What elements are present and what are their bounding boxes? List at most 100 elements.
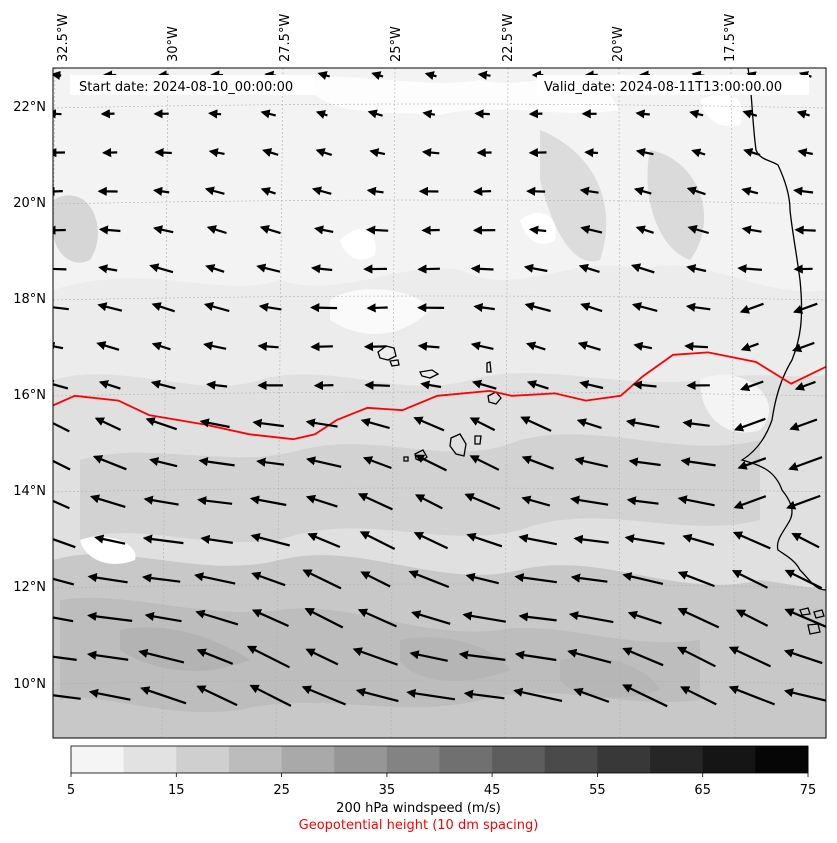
wind-arrow <box>520 416 552 432</box>
wind-arrow <box>257 341 279 352</box>
start-date-label: Start date: 2024-08-10_00:00:00 <box>79 80 293 95</box>
start-date-box <box>70 75 315 95</box>
cape-verde-sao-vicente <box>389 359 400 367</box>
wind-arrow <box>783 648 823 665</box>
wind-arrow <box>252 418 284 428</box>
wind-arrow <box>53 694 81 700</box>
colorbar-cell <box>755 746 809 773</box>
wind-arrow <box>473 302 495 313</box>
wind-arrow <box>462 611 506 623</box>
wind-arrow <box>203 341 227 351</box>
wind-arrow <box>677 495 715 507</box>
wind-arrow <box>149 263 174 274</box>
wind-arrow <box>138 648 185 664</box>
wind-arrow <box>635 109 650 119</box>
wind-arrow <box>196 648 234 665</box>
wind-arrow <box>371 71 384 81</box>
wind-arrow <box>682 533 715 546</box>
cape-verde-sao-nicolau <box>419 369 440 379</box>
wind-arrow <box>524 302 551 313</box>
latitude-labels: 22°N 20°N 18°N 16°N 14°N 12°N 10°N <box>13 100 46 692</box>
wind-arrow <box>633 341 653 351</box>
wind-arrow <box>622 684 668 708</box>
colorbar-tick-label: 55 <box>589 783 606 798</box>
wind-arrow <box>625 418 660 429</box>
wind-arrow <box>53 302 69 312</box>
wind-arrow <box>200 534 233 544</box>
wind-arrow <box>367 109 383 119</box>
wind-arrow <box>357 608 397 628</box>
wind-arrow <box>518 612 557 622</box>
wind-arrow <box>794 380 816 391</box>
wind-arrow <box>797 148 814 158</box>
wind-arrow <box>417 341 440 352</box>
wind-arrow <box>53 379 69 390</box>
colorbar-frame <box>70 745 809 774</box>
wind-arrow <box>521 495 551 507</box>
wind-arrow <box>424 71 437 81</box>
wind-arrow <box>206 225 227 235</box>
wind-arrow <box>199 418 230 429</box>
wind-arrow <box>151 341 171 351</box>
lon-label-17-5w: 17.5°W <box>723 14 738 62</box>
lon-label-22-5w: 22.5°W <box>501 14 516 62</box>
cape-verde-maio <box>474 435 482 445</box>
wind-arrow <box>195 609 239 626</box>
wind-arrow <box>197 496 233 506</box>
wind-arrow <box>150 379 176 390</box>
lat-label-10n: 10°N <box>13 677 46 692</box>
colorbar-tick-label: 15 <box>168 783 185 798</box>
colorbar-cell <box>176 746 230 773</box>
wind-arrow <box>469 417 496 432</box>
wind-arrow <box>310 303 338 313</box>
wind-arrow <box>53 109 62 119</box>
wind-arrow <box>360 571 391 588</box>
wind-arrow <box>205 264 225 273</box>
colorbar-tick-label: 45 <box>484 783 501 798</box>
wind-arrow <box>689 109 704 119</box>
wind-arrow <box>362 456 392 470</box>
wind-arrow <box>469 455 500 471</box>
colorbar-tick-label: 75 <box>800 783 817 798</box>
wind-arrow <box>145 417 178 431</box>
wind-arrow <box>413 416 445 432</box>
wind-arrow <box>196 685 238 707</box>
wind-arrow <box>256 457 285 467</box>
wind-arrow <box>471 379 497 390</box>
wind-arrow <box>94 534 126 545</box>
wind-arrow <box>313 380 334 391</box>
wind-arrow <box>622 572 664 585</box>
wind-arrow <box>573 687 610 703</box>
wind-arrow <box>53 341 64 351</box>
coastlines <box>377 68 826 635</box>
wind-arrow <box>246 645 290 669</box>
wind-arrow <box>741 186 759 196</box>
wind-arrow <box>685 302 711 312</box>
wind-arrow <box>154 147 172 158</box>
wind-arrow <box>251 609 289 628</box>
wind-arrow <box>793 186 814 196</box>
header-boxes: Start date: 2024-08-10_00:00:00 Valid_da… <box>70 75 809 95</box>
wind-arrow <box>680 457 716 467</box>
wind-arrow <box>421 147 440 158</box>
wind-arrow <box>414 454 447 472</box>
wind-arrow <box>142 534 184 545</box>
wind-arrow <box>628 457 661 467</box>
wind-arrow <box>88 688 131 701</box>
cape-verde-sal <box>486 361 492 373</box>
colorbar: 5 15 25 35 45 55 65 75 <box>67 745 817 798</box>
wind-arrow <box>739 380 764 392</box>
wind-arrow <box>691 148 706 158</box>
wind-arrow <box>364 380 390 390</box>
colorbar-cell <box>386 746 440 773</box>
wind-arrow <box>796 109 810 119</box>
lat-label-22n: 22°N <box>13 100 46 115</box>
wind-arrow <box>574 456 609 468</box>
wind-arrow <box>786 494 821 510</box>
lon-label-25w: 25°W <box>389 26 404 62</box>
wind-arrow <box>143 495 179 506</box>
wind-arrow <box>365 225 389 235</box>
wind-arrow <box>53 616 74 623</box>
colorbar-tick-label: 25 <box>273 783 290 798</box>
wind-arrow <box>355 687 399 703</box>
